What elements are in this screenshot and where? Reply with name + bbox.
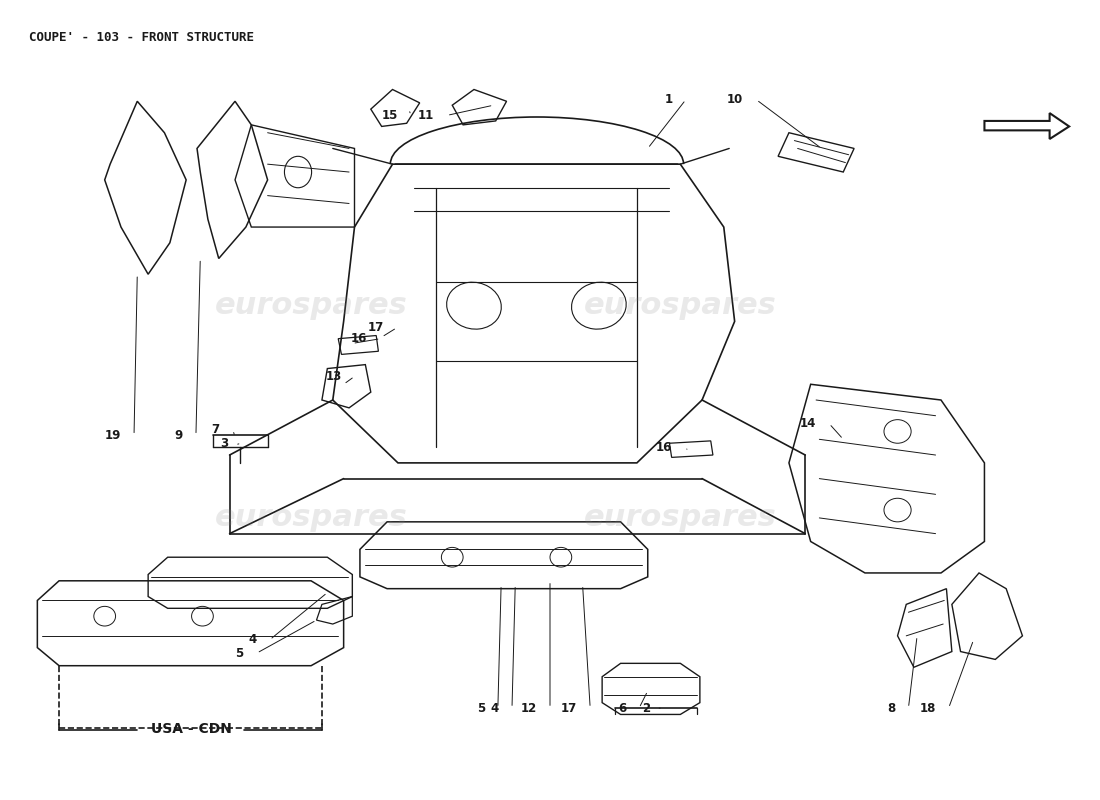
Text: eurospares: eurospares: [214, 291, 407, 320]
Text: 16: 16: [656, 441, 672, 454]
Text: 4: 4: [249, 634, 256, 646]
Text: USA - CDN: USA - CDN: [151, 722, 232, 735]
Text: 10: 10: [727, 94, 744, 106]
Text: 11: 11: [418, 109, 433, 122]
Text: 1: 1: [664, 94, 673, 106]
Text: 14: 14: [800, 417, 816, 430]
Text: 17: 17: [561, 702, 578, 714]
Text: 8: 8: [887, 702, 895, 714]
Text: 19: 19: [104, 429, 121, 442]
Text: eurospares: eurospares: [584, 503, 777, 533]
Text: 13: 13: [326, 370, 341, 383]
Text: 2: 2: [641, 702, 650, 714]
Text: 5: 5: [235, 646, 244, 660]
Text: 5: 5: [476, 702, 485, 714]
Text: 12: 12: [520, 702, 537, 714]
Text: COUPE' - 103 - FRONT STRUCTURE: COUPE' - 103 - FRONT STRUCTURE: [29, 30, 254, 43]
Text: 16: 16: [351, 332, 367, 345]
Text: eurospares: eurospares: [214, 503, 407, 533]
Text: 9: 9: [175, 429, 183, 442]
Text: 15: 15: [382, 109, 398, 122]
Text: 4: 4: [491, 702, 499, 714]
Text: 7: 7: [211, 423, 220, 436]
Text: 18: 18: [920, 702, 936, 714]
Text: 3: 3: [220, 437, 229, 450]
Text: eurospares: eurospares: [584, 291, 777, 320]
Text: 6: 6: [618, 702, 626, 714]
Text: 17: 17: [367, 321, 384, 334]
